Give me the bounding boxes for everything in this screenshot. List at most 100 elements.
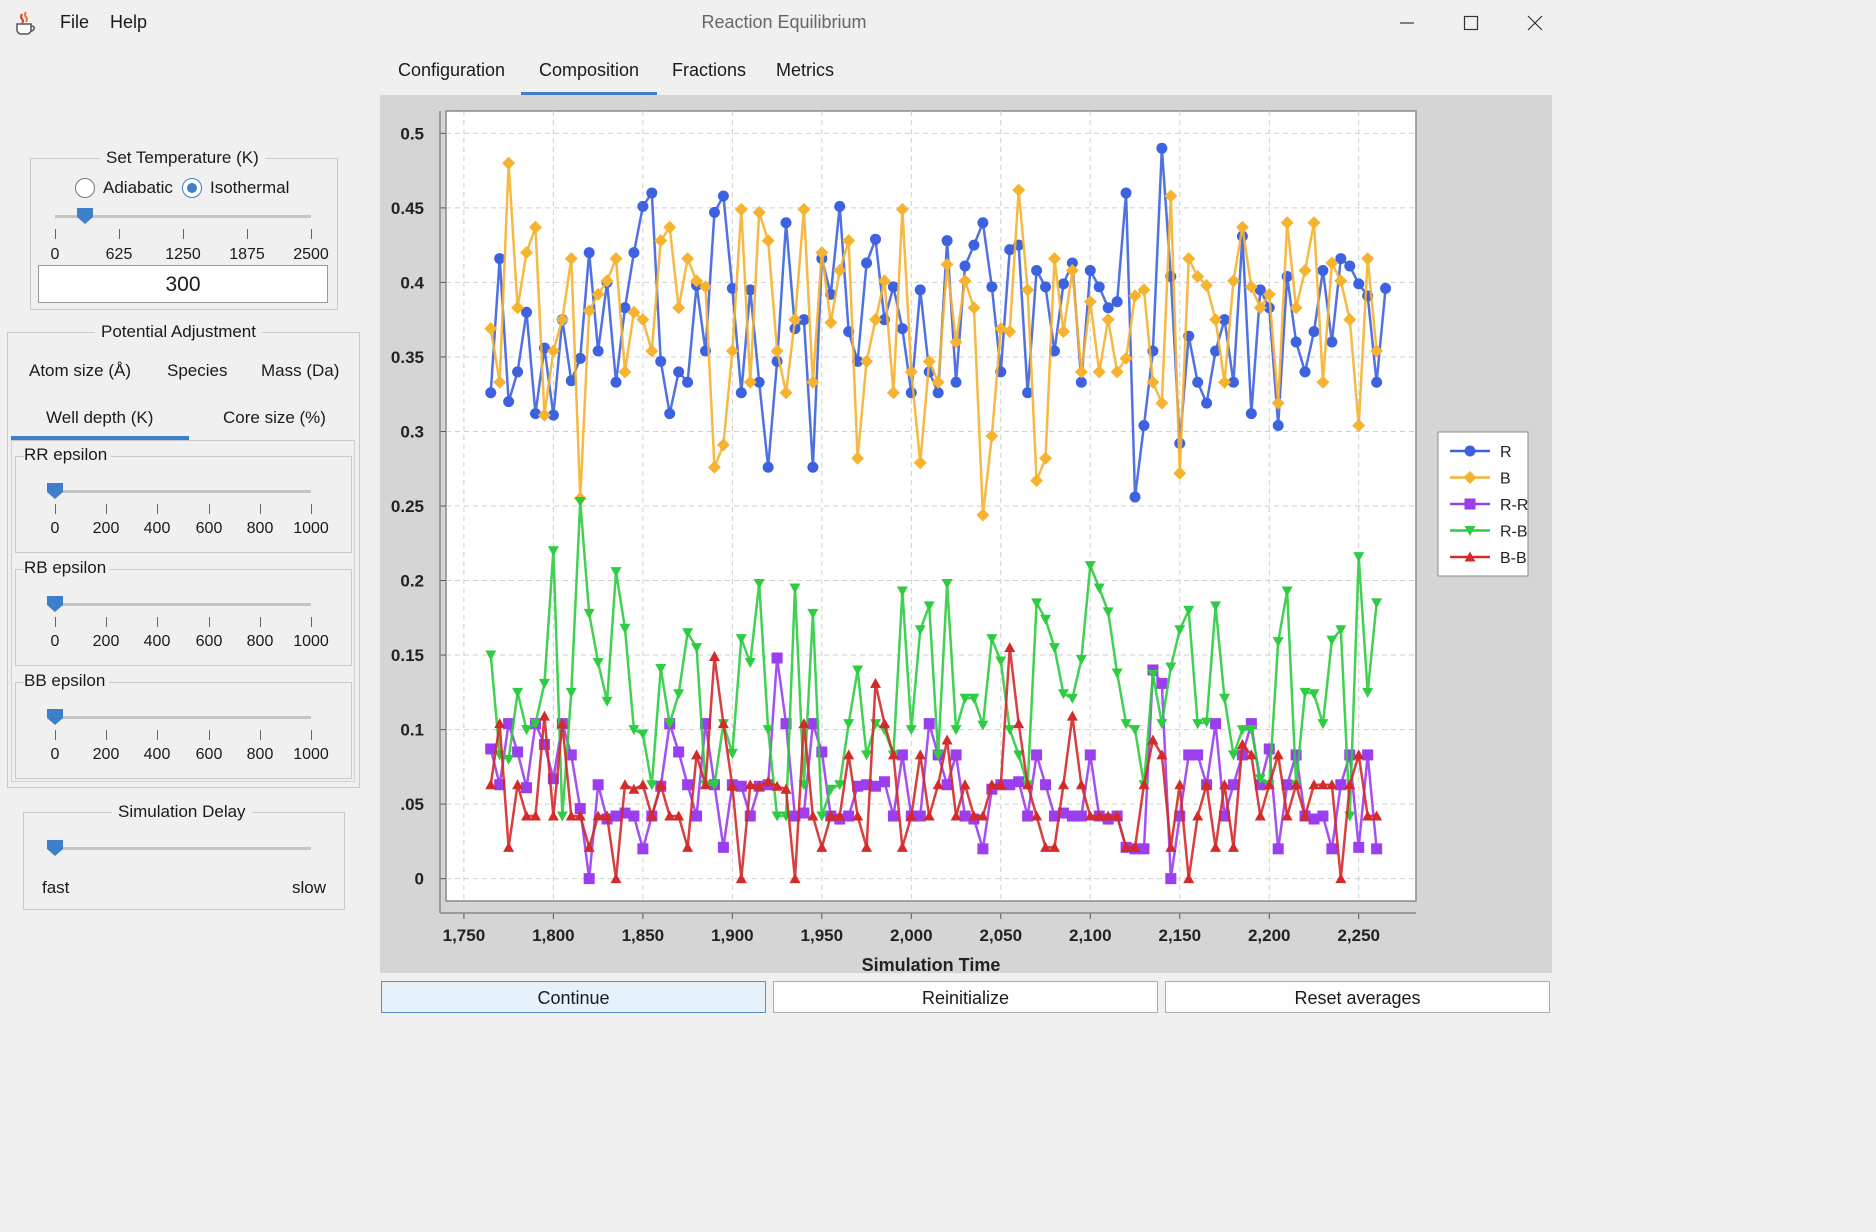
- data-point-b: [1155, 396, 1169, 410]
- data-point-r: [896, 323, 908, 335]
- maximize-button[interactable]: [1456, 10, 1486, 36]
- data-point-r-b: [771, 811, 783, 822]
- data-point-r-r: [521, 782, 533, 794]
- data-point-b: [967, 301, 981, 315]
- data-point-r-b: [1129, 725, 1141, 736]
- subtab-core-size[interactable]: Core size (%): [223, 408, 326, 427]
- reset-averages-button[interactable]: Reset averages: [1165, 981, 1550, 1013]
- data-point-r-r: [923, 718, 935, 730]
- data-point-b-b: [521, 810, 533, 821]
- rr-epsilon-slider-thumb[interactable]: [46, 482, 63, 499]
- well-depth-panel: [11, 441, 355, 782]
- subtab-mass[interactable]: Mass (Da): [261, 361, 340, 380]
- rb-epsilon-slider-track[interactable]: [55, 603, 311, 606]
- data-point-b-b: [1308, 779, 1320, 790]
- data-point-r-b: [1147, 669, 1159, 680]
- rb-epsilon-tick-label: 400: [143, 633, 171, 650]
- tab-fractions[interactable]: Fractions: [672, 60, 747, 80]
- data-point-r: [1022, 387, 1034, 399]
- temperature-tick: [311, 229, 312, 239]
- tab-composition[interactable]: Composition: [521, 58, 658, 96]
- data-point-r-b: [825, 784, 837, 795]
- data-point-b-b: [753, 780, 765, 791]
- data-point-b: [734, 202, 748, 216]
- close-icon: [1527, 15, 1543, 31]
- data-point-b: [1021, 283, 1035, 297]
- continue-button[interactable]: Continue: [381, 981, 766, 1013]
- data-point-r-b: [646, 780, 658, 791]
- data-point-r-b: [1102, 607, 1114, 618]
- subtab-well-depth[interactable]: Well depth (K): [46, 408, 154, 427]
- bb-epsilon-tick: [106, 730, 107, 740]
- data-point-b-b: [816, 841, 828, 852]
- data-point-r: [735, 387, 747, 399]
- data-point-r-b: [932, 750, 944, 761]
- adiabatic-radio[interactable]: [75, 178, 95, 198]
- adiabatic-label: Adiabatic: [103, 178, 173, 197]
- y-tick-label: 0: [415, 870, 424, 889]
- data-point-r: [977, 217, 989, 229]
- tab-configuration[interactable]: Configuration: [398, 60, 506, 80]
- data-point-r-b: [762, 725, 774, 736]
- data-point-r: [1299, 366, 1311, 378]
- temperature-slider-thumb[interactable]: [76, 207, 93, 224]
- data-point-r-b: [843, 719, 855, 730]
- data-point-r: [574, 352, 586, 364]
- bb-epsilon-slider-track[interactable]: [55, 716, 311, 719]
- bb-epsilon-tick: [311, 730, 312, 740]
- data-point-r-b: [1120, 719, 1132, 730]
- data-point-r: [959, 260, 971, 272]
- rr-epsilon-slider-track[interactable]: [55, 490, 311, 493]
- data-point-r-b: [1004, 725, 1016, 736]
- data-point-b: [1039, 451, 1053, 465]
- data-point-b-b: [1165, 841, 1177, 852]
- data-point-r-b: [914, 625, 926, 636]
- tab-metrics[interactable]: Metrics: [776, 60, 834, 80]
- data-point-r-b: [1066, 693, 1078, 704]
- menu-help[interactable]: Help: [110, 12, 148, 32]
- series-b: [484, 156, 1384, 522]
- data-point-r-b: [1219, 693, 1231, 704]
- delay-slider-thumb[interactable]: [46, 839, 63, 856]
- legend-label-b-b: B-B: [1500, 550, 1527, 567]
- data-point-r: [485, 387, 497, 399]
- data-point-b: [555, 313, 569, 327]
- data-point-b: [752, 205, 766, 219]
- data-point-b-b: [1263, 779, 1275, 790]
- data-point-b: [1047, 252, 1061, 266]
- data-point-r-r: [673, 746, 685, 758]
- subtab-atom-size[interactable]: Atom size (Å): [29, 361, 132, 380]
- data-point-b: [537, 408, 551, 422]
- rb-epsilon-slider-thumb[interactable]: [46, 595, 63, 612]
- delay-slider-track[interactable]: [55, 847, 311, 850]
- data-point-b: [797, 202, 811, 216]
- data-point-r-b: [986, 634, 998, 645]
- data-point-r-r: [780, 718, 792, 730]
- data-point-b: [1182, 252, 1196, 266]
- minimize-button[interactable]: [1392, 10, 1422, 36]
- rr-epsilon-tick: [260, 504, 261, 514]
- reinitialize-button[interactable]: Reinitialize: [773, 981, 1158, 1013]
- data-point-r-r: [1165, 873, 1177, 885]
- data-point-r-b: [691, 643, 703, 654]
- temperature-input[interactable]: 300: [38, 265, 328, 303]
- data-point-r-r: [1040, 779, 1052, 791]
- data-point-b-b: [735, 873, 747, 884]
- y-tick-label: 0.35: [391, 348, 424, 367]
- temperature-slider-track[interactable]: [55, 215, 311, 218]
- data-point-r-b: [1192, 719, 1204, 730]
- data-point-b: [877, 274, 891, 288]
- isothermal-radio[interactable]: [182, 178, 202, 198]
- data-point-r-r: [1344, 749, 1356, 761]
- close-button[interactable]: [1520, 10, 1550, 36]
- menu-file[interactable]: File: [60, 12, 90, 32]
- subtab-species[interactable]: Species: [167, 361, 228, 380]
- bb-epsilon-slider-thumb[interactable]: [46, 708, 63, 725]
- data-point-r-b: [789, 583, 801, 594]
- data-point-r: [1057, 278, 1069, 290]
- data-point-r: [1129, 491, 1141, 503]
- data-point-b-b: [637, 779, 649, 790]
- data-point-r-b: [1174, 625, 1186, 636]
- data-point-b: [1370, 344, 1384, 358]
- rb-epsilon-tick: [106, 617, 107, 627]
